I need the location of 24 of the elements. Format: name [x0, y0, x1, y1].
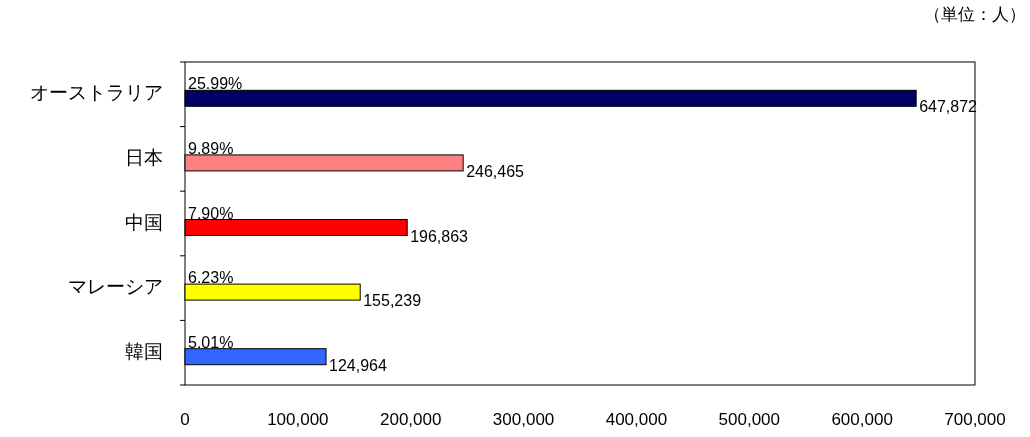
- y-tick-label: 日本: [125, 146, 163, 168]
- data-label: 647,872: [919, 98, 978, 116]
- x-tick-label: 600,000: [831, 410, 893, 429]
- y-tick-label: オーストラリア: [30, 82, 163, 104]
- y-tick-label: 韓国: [125, 340, 163, 362]
- data-label: 124,964: [329, 356, 387, 374]
- text: （単位：人）: [924, 5, 1026, 24]
- annotation: 9.89%: [188, 139, 234, 157]
- x-tick-label: 700,000: [944, 410, 1006, 429]
- data-label: 246,465: [466, 162, 525, 180]
- annotation: 6.23%: [188, 269, 234, 287]
- data-label: 196,863: [410, 227, 469, 245]
- data-label: 155,239: [363, 292, 422, 310]
- x-tick-label: 0: [180, 410, 190, 429]
- x-tick-label: 500,000: [718, 410, 781, 429]
- x-tick-label: 400,000: [605, 410, 668, 429]
- annotation: 25.99%: [188, 75, 243, 93]
- x-tick-label: 200,000: [379, 410, 442, 429]
- y-tick-label: マレーシア: [68, 276, 163, 298]
- annotation: 5.01%: [188, 333, 234, 351]
- annotation: 7.90%: [188, 204, 234, 222]
- x-tick-label: 300,000: [492, 410, 555, 429]
- y-tick-label: 中国: [125, 211, 163, 233]
- x-tick-label: 100,000: [267, 410, 329, 429]
